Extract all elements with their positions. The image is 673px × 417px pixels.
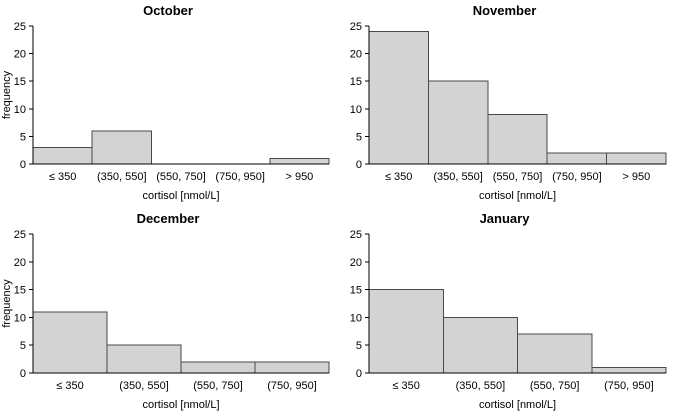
x-tick-label: (350, 550] <box>456 380 506 392</box>
x-tick-label: (750, 950] <box>215 171 265 183</box>
chart-title-january: January <box>479 211 530 226</box>
bar <box>91 130 152 165</box>
chart-title-november: November <box>472 3 537 18</box>
x-tick-label: > 950 <box>622 171 650 183</box>
x-axis-label: cortisol [nmol/L] <box>479 190 556 202</box>
bar <box>269 157 330 165</box>
bar <box>32 311 108 374</box>
y-tick-label: 10 <box>350 312 362 324</box>
x-tick-label: (750, 950] <box>267 380 317 392</box>
y-tick-label: 15 <box>350 76 362 88</box>
x-tick-label: (350, 550] <box>119 380 169 392</box>
bar <box>180 361 256 374</box>
y-tick-label: 15 <box>350 285 362 297</box>
y-axis-label: frequency <box>1 70 13 119</box>
y-tick-label: 20 <box>14 257 26 269</box>
x-axis-label: cortisol [nmol/L] <box>142 399 219 411</box>
bar <box>517 333 593 374</box>
bar <box>442 316 518 374</box>
x-tick-label: (750, 950] <box>604 380 654 392</box>
x-tick-label: (550, 750] <box>193 380 243 392</box>
x-tick-label: (750, 950] <box>552 171 602 183</box>
x-tick-label: ≤ 350 <box>392 380 419 392</box>
y-tick-label: 25 <box>350 229 362 241</box>
y-tick-label: 5 <box>356 131 362 143</box>
x-axis-label: cortisol [nmol/L] <box>142 190 219 202</box>
bar <box>254 361 330 374</box>
y-tick-label: 5 <box>20 340 26 352</box>
x-tick-label: ≤ 350 <box>385 171 412 183</box>
histogram-svg-october: 0 5 10 15 20 25 ≤ 350 (350, 550] (550, 750] (750,… <box>1 21 330 202</box>
histogram-panel-november: November 0 5 10 15 20 25 ≤ 350 (350, 550] (550, … <box>336 0 673 208</box>
y-tick-label: 0 <box>356 368 362 380</box>
y-tick-label: 0 <box>20 159 26 171</box>
y-tick-label: 20 <box>350 49 362 61</box>
y-tick-label: 10 <box>350 104 362 116</box>
x-tick-label: (350, 550] <box>97 171 147 183</box>
y-tick-label: 10 <box>14 312 26 324</box>
bar <box>32 146 93 165</box>
histogram-svg-january: 0 5 10 15 20 25 ≤ 350 (350, 550] (550, 750] (750,… <box>350 229 667 411</box>
x-tick-label: ≤ 350 <box>56 380 83 392</box>
y-axis-label: frequency <box>1 279 13 328</box>
bar <box>106 344 182 374</box>
histogram-panel-january: January 0 5 10 15 20 25 ≤ 350 (350, 550] (550, 7… <box>336 208 673 417</box>
x-tick-label: (350, 550] <box>433 171 483 183</box>
chart-title-october: October <box>143 3 193 18</box>
y-tick-label: 5 <box>20 131 26 143</box>
bar <box>368 31 429 165</box>
bar <box>591 366 667 374</box>
x-tick-label: (550, 750] <box>156 171 206 183</box>
bar <box>487 113 548 165</box>
bar <box>606 152 667 165</box>
y-tick-label: 5 <box>356 340 362 352</box>
x-axis-label: cortisol [nmol/L] <box>479 399 556 411</box>
x-tick-label: > 950 <box>285 171 313 183</box>
y-tick-label: 25 <box>14 229 26 241</box>
y-tick-label: 25 <box>350 21 362 33</box>
x-tick-label: (550, 750] <box>530 380 580 392</box>
histogram-svg-december: 0 5 10 15 20 25 ≤ 350 (350, 550] (550, 750] (750,… <box>1 229 330 411</box>
bar <box>368 289 444 374</box>
histogram-panel-october: October 0 5 10 15 20 25 ≤ 350 (350, 550] (550, 7… <box>0 0 336 208</box>
x-tick-label: ≤ 350 <box>49 171 76 183</box>
x-tick-label: (550, 750] <box>493 171 543 183</box>
bar <box>427 80 489 165</box>
y-tick-label: 15 <box>14 76 26 88</box>
histogram-panel-december: December 0 5 10 15 20 25 ≤ 350 (350, 550] (550, … <box>0 208 336 417</box>
histogram-svg-november: 0 5 10 15 20 25 ≤ 350 (350, 550] (550, 750] (750,… <box>350 21 667 202</box>
y-tick-label: 0 <box>356 159 362 171</box>
chart-title-december: December <box>136 211 200 226</box>
y-tick-label: 15 <box>14 285 26 297</box>
y-tick-label: 20 <box>350 257 362 269</box>
y-tick-label: 25 <box>14 21 26 33</box>
y-tick-label: 0 <box>20 368 26 380</box>
y-tick-label: 10 <box>14 104 26 116</box>
y-tick-label: 20 <box>14 49 26 61</box>
bar <box>546 152 608 165</box>
